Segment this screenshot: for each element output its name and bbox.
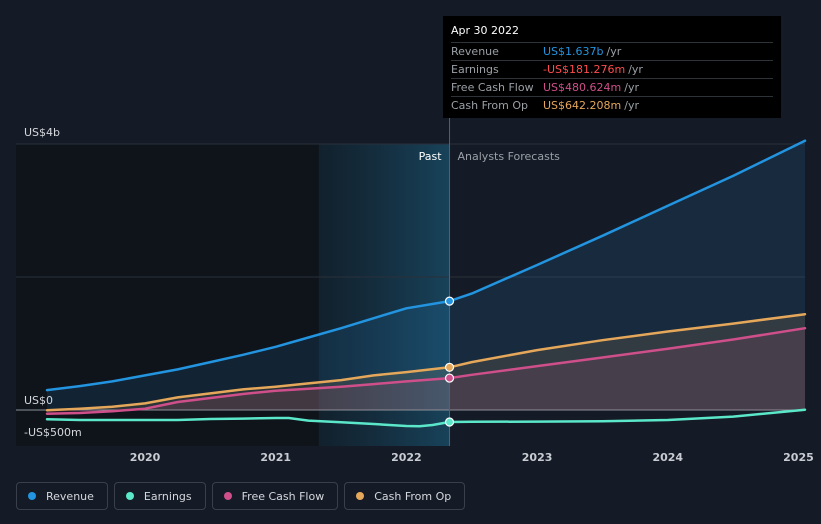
legend-label: Earnings [143, 489, 192, 503]
area-fills [47, 140, 805, 414]
series-markers [444, 296, 455, 427]
legend-item-cash-from-op[interactable]: Cash From Op [344, 482, 466, 510]
legend-dot-icon [356, 492, 365, 500]
series-line-cash-from-op [45, 312, 807, 412]
tooltip-unit: /yr [606, 45, 622, 58]
y-tick-label: -US$500m [24, 426, 82, 439]
marker-earnings [444, 417, 455, 427]
tooltip-value: -US$181.276m [543, 63, 626, 76]
tooltip-row-earnings: Earnings -US$181.276m /yr [451, 60, 773, 78]
gridlines [16, 143, 805, 411]
legend: Revenue Earnings Free Cash Flow Cash Fro… [16, 482, 466, 510]
series-line-revenue [45, 139, 807, 392]
legend-item-earnings[interactable]: Earnings [113, 482, 206, 510]
tooltip-value: US$642.208m [543, 99, 622, 112]
tooltip-label: Revenue [451, 45, 499, 58]
tooltip-date: Apr 30 2022 [451, 24, 520, 37]
tooltip-row-cash-from-op: Cash From Op US$642.208m /yr [451, 96, 773, 114]
y-axis: US$4b US$0 -US$500m [24, 126, 82, 439]
tooltip-label: Free Cash Flow [451, 81, 534, 94]
past-label: Past [419, 150, 443, 163]
legend-label: Revenue [46, 489, 94, 503]
x-tick-label: 2025 [783, 451, 814, 464]
area-fill-cash-from-op [47, 314, 805, 411]
tooltip-label: Earnings [451, 63, 499, 76]
legend-item-revenue[interactable]: Revenue [16, 482, 108, 510]
area-fill-free-cash-flow [47, 328, 805, 414]
tooltip-value: US$1.637b [543, 45, 604, 58]
legend-dot-icon [125, 492, 134, 500]
series-line-earnings [45, 408, 807, 428]
x-tick-label: 2024 [652, 451, 683, 464]
legend-label: Cash From Op [374, 489, 452, 503]
tooltip-unit: /yr [624, 81, 639, 94]
marker-free-cash-flow [444, 373, 455, 383]
series-lines [45, 139, 807, 428]
tooltip-row-free-cash-flow: Free Cash Flow US$480.624m /yr [451, 78, 773, 96]
tooltip-unit: /yr [624, 99, 639, 112]
legend-item-free-cash-flow[interactable]: Free Cash Flow [211, 482, 339, 510]
tooltip-value: US$480.624m [543, 81, 622, 94]
legend-dot-icon [28, 492, 36, 500]
tooltip: Apr 30 2022 Revenue US$1.637b /yr Earnin… [443, 16, 781, 118]
x-tick-label: 2021 [260, 451, 291, 464]
y-tick-label: US$0 [24, 394, 53, 407]
legend-dot-icon [223, 492, 232, 500]
series-line-free-cash-flow [45, 326, 807, 415]
tooltip-row-revenue: Revenue US$1.637b /yr [451, 42, 773, 60]
highlight-band [318, 144, 450, 446]
tooltip-label: Cash From Op [451, 99, 529, 112]
x-tick-label: 2020 [130, 451, 161, 464]
legend-label: Free Cash Flow [241, 489, 325, 503]
forecast-label: Analysts Forecasts [458, 150, 561, 163]
x-tick-label: 2022 [391, 451, 422, 464]
x-axis: 2020 2021 2022 2023 2024 2025 [130, 451, 814, 464]
marker-cash-from-op [444, 362, 455, 372]
tooltip-unit: /yr [628, 63, 643, 76]
y-tick-label: US$4b [24, 126, 60, 139]
area-fill-revenue [47, 140, 805, 410]
marker-revenue [444, 296, 455, 306]
x-tick-label: 2023 [522, 451, 553, 464]
